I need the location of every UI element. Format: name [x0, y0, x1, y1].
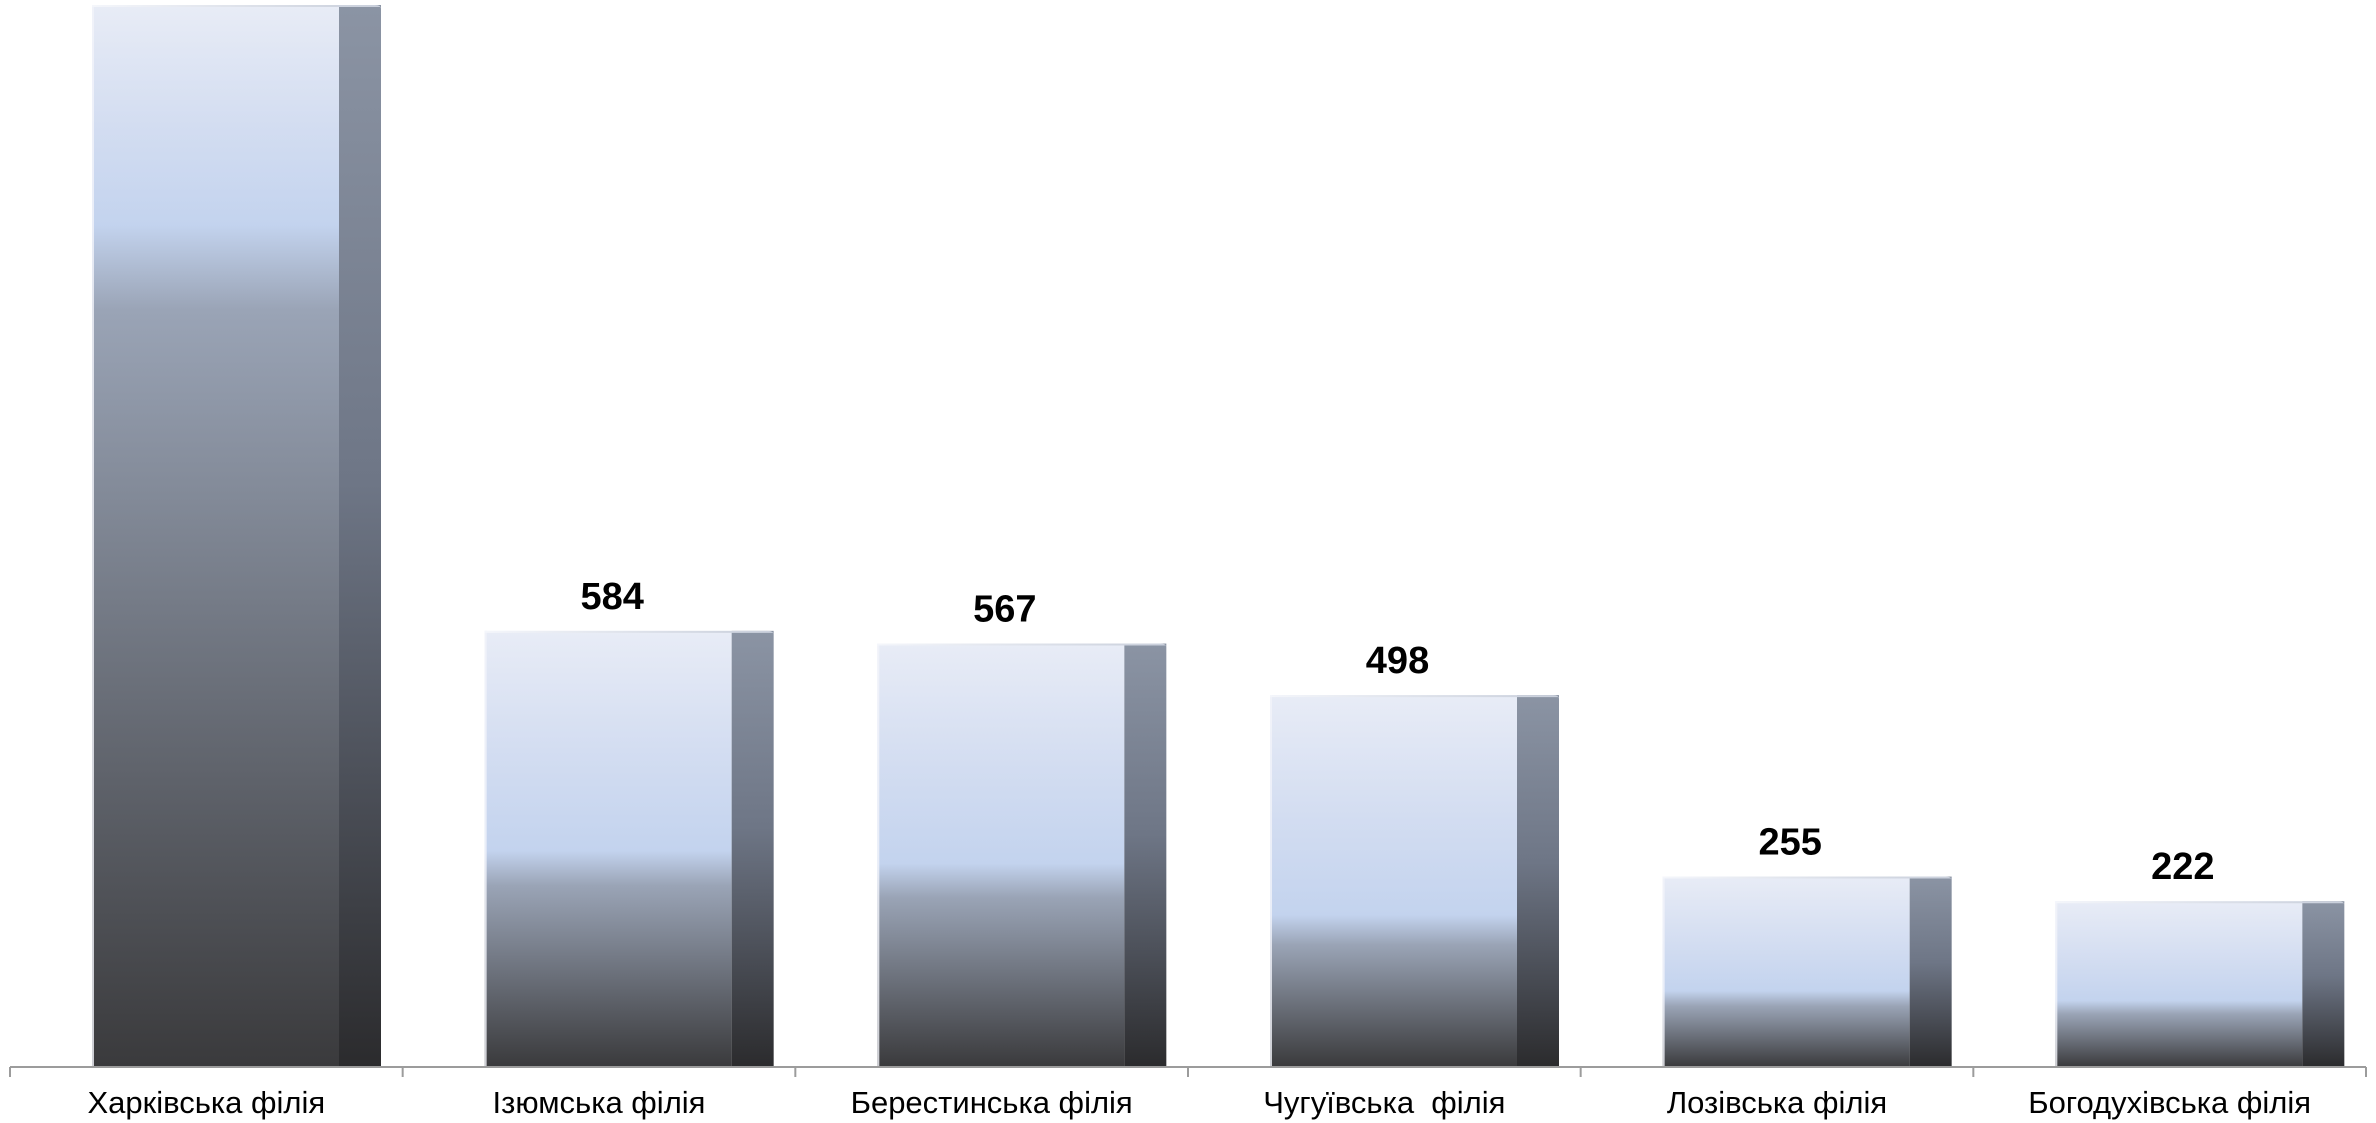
bar-top-rim: [484, 630, 774, 635]
bar-top-rim: [1270, 695, 1559, 700]
bar-edge: [2055, 901, 2058, 1067]
bar-side: [339, 5, 381, 1067]
bar-edge: [877, 643, 880, 1067]
bar-front: [1270, 695, 1517, 1067]
x-tick-label: Ізюмська філія: [493, 1085, 706, 1120]
bar-2: [484, 630, 774, 1067]
labels-group: Харківська філія 584 Ізюмська філія 567 Бере…: [88, 576, 2312, 1120]
bar-top-rim: [2055, 901, 2345, 906]
x-tick-label: Берестинська філія: [851, 1085, 1133, 1120]
bar-3: [877, 643, 1167, 1067]
x-axis: [9, 1066, 2367, 1077]
bar-front: [1662, 876, 1910, 1067]
bar-top-rim: [92, 5, 381, 9]
bar-side: [2302, 901, 2345, 1067]
bar-front: [2055, 901, 2303, 1067]
x-tick-label: Чугуївська філія: [1263, 1085, 1505, 1120]
bar-side: [1517, 695, 1559, 1067]
data-label: 222: [2151, 846, 2214, 888]
bar-5: [1662, 876, 1952, 1067]
bar-6: [2055, 901, 2345, 1067]
bars-group: [92, 5, 2345, 1067]
bar-edge: [1662, 876, 1665, 1067]
data-label: 255: [1758, 822, 1821, 864]
x-tick-label: Харківська філія: [88, 1085, 326, 1120]
bar-edge: [92, 5, 94, 1067]
x-tick-label: Богодухівська філія: [2028, 1085, 2311, 1120]
bar-front: [92, 5, 339, 1067]
bar-side: [1909, 876, 1952, 1067]
data-label: 498: [1366, 640, 1429, 682]
bar-front: [484, 630, 732, 1067]
bar-top-rim: [1662, 876, 1952, 881]
bar-4: [1270, 695, 1559, 1067]
bar-side: [1124, 643, 1167, 1067]
data-label: 584: [580, 576, 643, 618]
bar-top-rim: [877, 643, 1167, 648]
x-tick-label: Лозівська філія: [1667, 1085, 1887, 1120]
bar-edge: [484, 630, 487, 1067]
bar-1: [92, 5, 381, 1067]
bar-edge: [1270, 695, 1272, 1067]
bar-front: [877, 643, 1125, 1067]
data-label: 567: [973, 589, 1036, 631]
bar-side: [731, 630, 774, 1067]
